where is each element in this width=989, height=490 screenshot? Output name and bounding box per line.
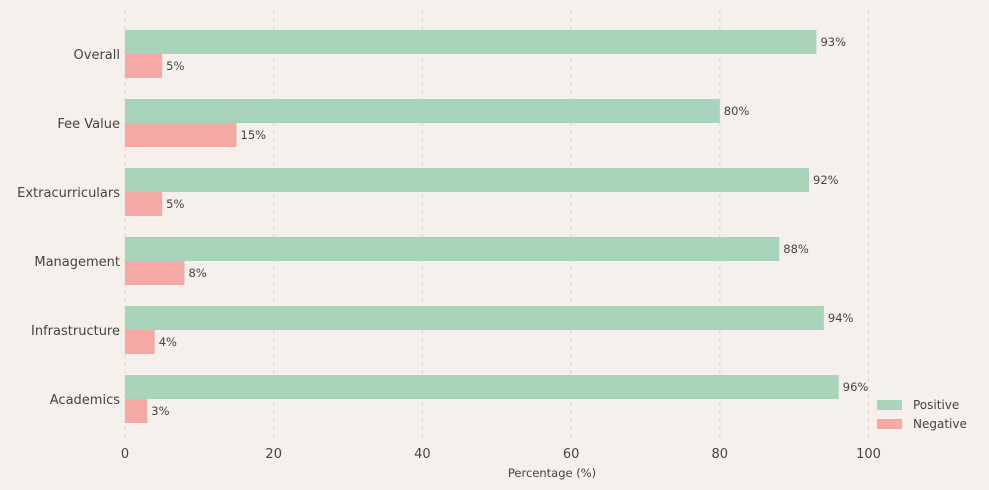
data-label-positive: 96% bbox=[843, 380, 869, 394]
data-label-positive: 80% bbox=[724, 104, 750, 118]
bar-negative bbox=[125, 54, 163, 78]
data-label-positive: 94% bbox=[828, 311, 854, 325]
bar-negative bbox=[125, 123, 237, 147]
data-label-positive: 93% bbox=[820, 35, 846, 49]
bar-positive bbox=[125, 168, 810, 192]
bar-negative bbox=[125, 192, 163, 216]
bars bbox=[125, 30, 839, 423]
data-label-positive: 92% bbox=[813, 173, 839, 187]
category-label: Infrastructure bbox=[31, 324, 120, 339]
bar-positive bbox=[125, 375, 839, 399]
x-axis-ticks: 0 20 40 60 80 100 bbox=[121, 447, 881, 462]
category-label: Extracurriculars bbox=[17, 186, 120, 201]
data-label-positive: 88% bbox=[783, 242, 809, 256]
data-label-negative: 8% bbox=[188, 266, 206, 280]
x-tick-label-80: 80 bbox=[712, 447, 729, 462]
bar-positive bbox=[125, 237, 780, 261]
x-tick-label-20: 20 bbox=[265, 447, 282, 462]
legend-swatch-positive bbox=[877, 400, 902, 410]
bar-positive bbox=[125, 99, 720, 123]
category-label: Overall bbox=[74, 48, 120, 63]
bar-positive bbox=[125, 30, 817, 54]
x-tick-label-60: 60 bbox=[563, 447, 580, 462]
x-tick-label-0: 0 bbox=[121, 447, 129, 462]
category-label: Fee Value bbox=[57, 117, 120, 132]
legend-swatch-negative bbox=[877, 419, 902, 429]
data-label-negative: 4% bbox=[159, 335, 177, 349]
x-axis-title: Percentage (%) bbox=[508, 466, 596, 480]
legend-label-negative: Negative bbox=[913, 417, 967, 431]
bar-negative bbox=[125, 399, 148, 423]
bar-negative bbox=[125, 261, 185, 285]
data-label-negative: 5% bbox=[166, 59, 184, 73]
category-label: Academics bbox=[50, 393, 120, 408]
data-labels: 93% 5% 80% 15% 92% 5% 88% 8% 94% 4% 96% 3% bbox=[151, 35, 868, 418]
data-label-negative: 3% bbox=[151, 404, 169, 418]
category-labels: Overall Fee Value Extracurriculars Manageme… bbox=[17, 48, 120, 408]
x-tick-label-100: 100 bbox=[856, 447, 881, 462]
category-label: Management bbox=[34, 255, 120, 270]
bar-negative bbox=[125, 330, 155, 354]
data-label-negative: 5% bbox=[166, 197, 184, 211]
bar-positive bbox=[125, 306, 824, 330]
legend: Positive Negative bbox=[877, 398, 967, 431]
data-label-negative: 15% bbox=[241, 128, 267, 142]
legend-label-positive: Positive bbox=[913, 398, 959, 412]
x-tick-label-40: 40 bbox=[414, 447, 431, 462]
